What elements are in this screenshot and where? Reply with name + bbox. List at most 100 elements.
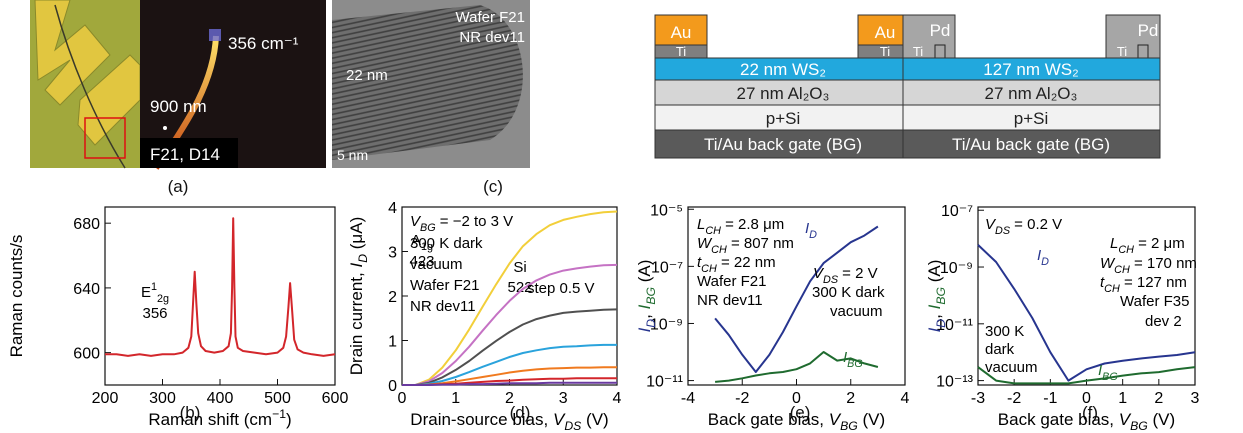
contact-label: Pd — [930, 21, 951, 40]
page: 356 cm⁻¹ 900 nm F21, D14 Wafer F21 NR de… — [0, 0, 1243, 433]
tem-wafer: Wafer F21 — [456, 9, 525, 26]
annotation: ID — [1037, 247, 1049, 268]
annotation: Wafer F21 — [697, 273, 766, 290]
text-part: , — [635, 309, 654, 318]
x-tick-label: 0 — [792, 390, 801, 407]
data-line — [105, 218, 335, 356]
text-part: = 2 μm — [1134, 235, 1185, 252]
annotation: VBG = −2 to 3 V — [410, 213, 513, 234]
scale-label: 900 nm — [150, 97, 207, 116]
text-part: (V) — [581, 410, 608, 429]
text-part: 2g — [157, 293, 169, 305]
text-part: 1 — [151, 281, 157, 293]
x-tick-label: 2 — [505, 390, 514, 407]
x-tick-label: 1 — [1118, 390, 1127, 407]
x-tick-label: 0 — [398, 390, 407, 407]
y-tick-label: 10⁻⁹ — [940, 260, 973, 277]
annotation: IBG — [843, 349, 863, 370]
figure: 356 cm⁻¹ 900 nm F21, D14 Wafer F21 NR de… — [0, 0, 1243, 433]
text-part: (V) — [858, 410, 885, 429]
gate-label: Ti/Au back gate (BG) — [704, 135, 862, 154]
y-tick-label: 10⁻⁷ — [651, 259, 683, 276]
text-part: CH — [1104, 283, 1120, 295]
text-part: D — [356, 254, 370, 263]
annotation: 300 K — [985, 323, 1024, 340]
annotation: Wafer F35 — [1120, 293, 1189, 310]
text-part: D — [809, 229, 817, 241]
annotation: vacuum — [985, 359, 1038, 376]
adhesion-label: Ti — [913, 44, 923, 59]
text-part: BG — [644, 287, 658, 305]
text-part: (V) — [1148, 410, 1175, 429]
text-part: Drain current, — [347, 268, 366, 376]
text-part: = 2.8 μm — [721, 216, 784, 233]
x-tick-label: 3 — [1191, 390, 1200, 407]
raman-peak-label: 356 cm⁻¹ — [228, 34, 299, 53]
annotation: ID — [805, 220, 817, 241]
text-part: DS — [564, 419, 582, 433]
annotation: vacuum — [410, 256, 463, 273]
text-part: (A) — [635, 260, 654, 287]
annotation: VDS = 0.2 V — [985, 216, 1062, 237]
substrate-label: p+Si — [766, 109, 801, 128]
x-tick-label: 600 — [322, 390, 349, 407]
x-tick-label: -2 — [1007, 390, 1021, 407]
x-tick-label: 500 — [264, 390, 291, 407]
y-tick-label: 3 — [388, 245, 397, 262]
text-part: E — [141, 284, 151, 301]
annotation: 300 K dark — [812, 284, 885, 301]
x-axis-label: Back gate bias, VBG (V) — [708, 410, 885, 433]
annotation: E12g — [141, 281, 169, 305]
x-axis-label: Raman shift (cm−1) — [148, 407, 291, 429]
x-tick-label: 0 — [1082, 390, 1091, 407]
panel-label: (a) — [168, 177, 189, 196]
y-axis-label: Drain current, ID (μA) — [347, 217, 370, 375]
adhesion-label: Ti — [676, 44, 686, 59]
annotation: vacuum — [830, 303, 883, 320]
x-tick-label: -2 — [735, 390, 749, 407]
text-part: = 0.2 V — [1010, 216, 1062, 233]
annotation: dark — [985, 341, 1015, 358]
y-tick-label: 10⁻⁷ — [941, 203, 973, 220]
x-tick-label: -1 — [1043, 390, 1057, 407]
x-tick-label: 300 — [149, 390, 176, 407]
x-tick-label: 200 — [92, 390, 119, 407]
y-tick-label: 4 — [388, 200, 397, 217]
x-tick-label: -4 — [681, 390, 695, 407]
optical-image: 356 cm⁻¹ 900 nm F21, D14 — [30, 0, 326, 168]
annotation: LCH = 2 μm — [1110, 235, 1185, 256]
x-axis-label: Drain-source bias, VDS (V) — [410, 410, 608, 433]
text-part: (μA) — [347, 217, 366, 254]
text-part: D — [1041, 256, 1049, 268]
annotation: LCH = 2.8 μm — [697, 216, 784, 237]
annotation: dev 2 — [1145, 313, 1182, 330]
text-part: BG — [847, 358, 863, 370]
text-part: Raman shift (cm — [148, 410, 272, 429]
annotation: VDS = 2 V — [813, 265, 878, 286]
annotation: IBG — [1098, 362, 1118, 383]
contact-label: Au — [875, 23, 896, 42]
panel-label: (c) — [483, 177, 503, 196]
text-part: D — [644, 319, 658, 328]
annotation: tCH = 22 nm — [697, 254, 776, 275]
y-tick-label: 10⁻¹¹ — [646, 374, 683, 391]
y-tick-label: 1 — [388, 334, 397, 351]
annotation: WCH = 170 nm — [1100, 255, 1197, 276]
x-tick-label: -3 — [971, 390, 985, 407]
contact-label: Pd — [1138, 21, 1159, 40]
annotation: Si — [513, 259, 526, 276]
annotation: WCH = 807 nm — [697, 235, 794, 256]
channel-label: 127 nm WS₂ — [983, 60, 1078, 79]
text-part: = 127 nm — [1120, 274, 1187, 291]
adhesion-label: Ti — [1117, 44, 1127, 59]
device-label: F21, D14 — [150, 145, 220, 164]
y-tick-label: 640 — [73, 281, 100, 298]
text-part: = 807 nm — [727, 235, 794, 252]
annotation: step 0.5 V — [527, 280, 595, 297]
text-part: = 2 V — [838, 265, 878, 282]
plot-frame — [105, 207, 335, 385]
x-tick-label: 4 — [613, 390, 622, 407]
tem-scale: 5 nm — [337, 147, 368, 163]
x-tick-label: 400 — [207, 390, 234, 407]
text-part: , — [925, 309, 944, 318]
